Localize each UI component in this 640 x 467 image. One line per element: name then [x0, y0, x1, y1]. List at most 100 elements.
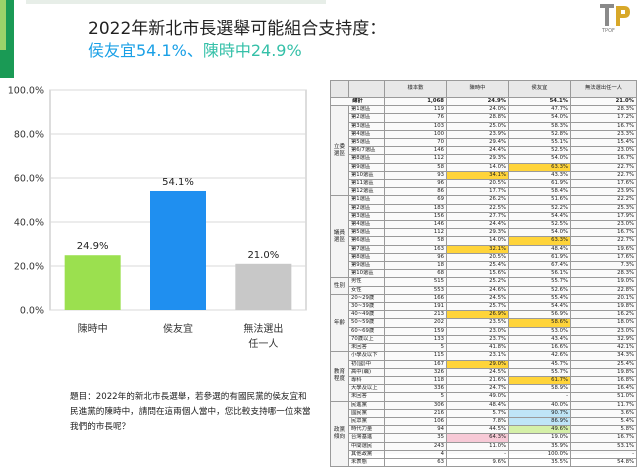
- table-cell-hou: 61.7%: [508, 375, 571, 386]
- table-cell-hou: 42.6%: [508, 351, 571, 361]
- table-row: 未回答 5 41.8% 16.6% 42.1%: [331, 343, 637, 353]
- table-cell-chen: 28.8%: [446, 113, 509, 123]
- table-cell-label: 小學及以下: [348, 351, 385, 361]
- table-cell-neither: 20.1%: [570, 293, 637, 304]
- table-cell-chen: 23.1%: [446, 351, 509, 361]
- table-row: 其他政黨 4-100.0% -: [331, 449, 637, 459]
- table-cell-hou: 56.1%: [508, 269, 571, 279]
- table-cell-hou: 49.6%: [508, 425, 571, 435]
- table-cell-neither: 16.7%: [570, 121, 637, 131]
- table-cell-chen: 27.7%: [446, 211, 509, 222]
- table-cell-neither: 3.6%: [570, 408, 637, 418]
- table-cell-n: 63: [384, 457, 447, 467]
- table-row: 大學及以上 336 24.7% 58.9% 16.4%: [331, 384, 637, 394]
- table-cell-chen: 32.1%: [446, 244, 509, 254]
- table-row: 第9選區 18 25.4% 67.4% 7.3%: [331, 261, 637, 271]
- table-cell-neither: 5.4%: [570, 416, 637, 427]
- table-cell-neither: 17.2%: [570, 113, 637, 123]
- table-row: 國民黨 216 5.7% 90.7% 3.6%: [331, 408, 637, 418]
- table-cell-label: 第3選區: [348, 211, 385, 222]
- table-cell-hou: 35.5%: [508, 457, 571, 467]
- table-cell-n: 76: [384, 113, 447, 123]
- table-cell-n: 159: [384, 326, 447, 336]
- table-cell-n: 86: [384, 187, 447, 197]
- y-tick-label: 80.0%: [14, 130, 44, 141]
- table-cell-label: 中間選民: [348, 441, 385, 451]
- table-cell-hou: 58.3%: [508, 121, 571, 131]
- table-cell-chen: 15.6%: [446, 269, 509, 279]
- y-tick-label: 60.0%: [14, 174, 44, 185]
- table-row: 未表態 63 9.6% 35.5% 54.8%: [331, 457, 637, 467]
- table-cell-label: 第3選區: [348, 121, 385, 131]
- table-row: 第10選區 93 34.1% 43.3% 22.7%: [331, 170, 637, 181]
- table-cell-n: 191: [384, 302, 447, 312]
- table-group-label: 政黨傾向: [330, 400, 349, 467]
- table-cell-neither: 15.4%: [570, 138, 637, 148]
- table-cell-n: 306: [384, 400, 447, 410]
- table-cell-label: 女性: [348, 285, 385, 295]
- table-cell-label: 高中(職): [348, 367, 385, 377]
- table-cell-label: 未回答: [348, 343, 385, 353]
- data-label: 24.9%: [77, 241, 109, 252]
- table-cell-label: 第12選區: [348, 187, 385, 197]
- table-cell-n: 119: [384, 105, 447, 115]
- table-cell-neither: 23.3%: [570, 129, 637, 140]
- table-cell-label: 70歲以上: [348, 334, 385, 345]
- table-row: 民眾黨 106 7.8% 86.9% 5.4%: [331, 416, 637, 427]
- table-cell-label: 未表態: [348, 457, 385, 467]
- subtitle-chen: 陳時中24.9%: [202, 41, 302, 60]
- table-cell-label: 時代力量: [348, 425, 385, 435]
- table-group-label: 年齡: [330, 293, 349, 353]
- table-cell-chen: 22.5%: [446, 203, 509, 213]
- table-cell-chen: 29.3%: [446, 154, 509, 164]
- table-cell-hou: 43.4%: [508, 334, 571, 345]
- table-cell-label: 50~59歲: [348, 318, 385, 328]
- table-cell-hou: 35.9%: [508, 441, 571, 451]
- table-cell-hou: 54.4%: [508, 211, 571, 222]
- table-cell-hou: 16.6%: [508, 343, 571, 353]
- table-row: 性別 男性 515 25.2% 55.7% 19.0%: [330, 277, 637, 295]
- table-cell-n: 93: [384, 170, 447, 181]
- table-cell-chen: 20.5%: [446, 179, 509, 189]
- y-tick-label: 100.0%: [8, 86, 44, 97]
- table-cell-label: 第6選區: [348, 236, 385, 246]
- table-cell-n: 115: [384, 351, 447, 361]
- table-row: 年齡 20~29歲 166 24.5% 55.4% 20.1%: [330, 293, 637, 353]
- table-cell-chen: 24.7%: [446, 384, 509, 394]
- table-cell-n: 103: [384, 121, 447, 131]
- table-cell-label: 60~69歲: [348, 326, 385, 336]
- table-row: 女性 553 24.6% 52.6% 22.8%: [331, 285, 637, 295]
- table-row: 教育程度 小學及以下 115 23.1% 42.6% 34.3%: [330, 351, 637, 402]
- table-cell-chen: 24.4%: [446, 146, 509, 156]
- y-tick-label: 40.0%: [14, 218, 44, 229]
- table-row: 台灣基進 35 64.3% 19.0% 16.7%: [331, 433, 637, 443]
- x-tick-label: 任一人: [248, 337, 278, 350]
- table-row: 70歲以上 133 23.7% 43.4% 32.9%: [331, 334, 637, 345]
- x-tick-label: 無法選出: [243, 322, 283, 335]
- table-cell-hou: 54.4%: [508, 302, 571, 312]
- table-cell-chen: 29.3%: [446, 228, 509, 238]
- table-cell-label: 第4選區: [348, 220, 385, 230]
- table-cell-hou: 47.7%: [508, 105, 571, 115]
- table-row: 第8選區 96 20.5% 61.9% 17.6%: [331, 252, 637, 263]
- table-cell-n: 156: [384, 211, 447, 222]
- table-cell-neither: 22.2%: [570, 195, 637, 205]
- subtitle-separator: 、: [186, 41, 203, 60]
- table-row: 初(國)中 167 29.0% 45.7% 25.4%: [331, 359, 637, 369]
- page-subtitle: 侯友宜54.1%、陳時中24.9%: [88, 37, 302, 61]
- table-cell-n: 118: [384, 375, 447, 386]
- question-text: 題目：2022年的新北市長選舉，若參選的有國民黨的侯友宜和民進黨的陳時中，請問在…: [70, 392, 311, 432]
- table-cell-n: 112: [384, 228, 447, 238]
- table-cell-label: 第8選區: [348, 154, 385, 164]
- table-cell-neither: 16.2%: [570, 310, 637, 320]
- table-cell-neither: 19.6%: [570, 244, 637, 254]
- table-cell-hou: 51.6%: [508, 195, 571, 205]
- table-row: 中間選民 243 11.0% 35.9% 53.1%: [331, 441, 637, 451]
- table-cell-n: 216: [384, 408, 447, 418]
- table-cell-hou: 52.2%: [508, 203, 571, 213]
- data-label: 21.0%: [247, 250, 279, 261]
- table-cell-hou: 55.7%: [508, 277, 571, 287]
- table-cell-hou: 43.3%: [508, 170, 571, 181]
- table-cell-chen: 48.4%: [446, 400, 509, 410]
- table-cell-hou: 63.3%: [508, 162, 571, 172]
